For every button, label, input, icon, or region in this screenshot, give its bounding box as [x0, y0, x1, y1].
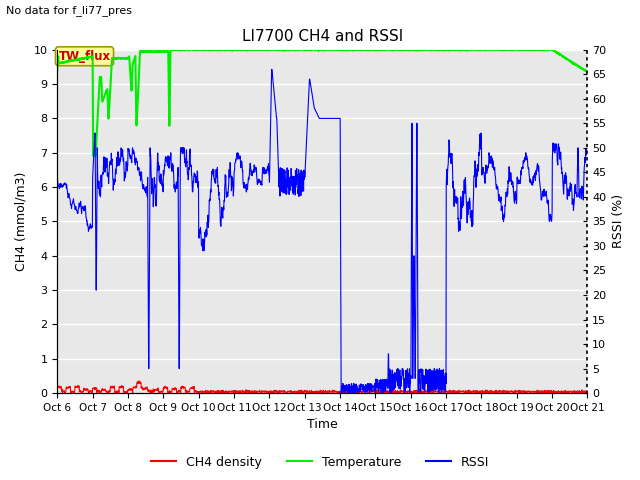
Title: LI7700 CH4 and RSSI: LI7700 CH4 and RSSI — [242, 29, 403, 44]
Text: TW_flux: TW_flux — [58, 50, 111, 63]
X-axis label: Time: Time — [307, 419, 338, 432]
Legend: CH4 density, Temperature, RSSI: CH4 density, Temperature, RSSI — [146, 451, 494, 474]
Y-axis label: RSSI (%): RSSI (%) — [612, 194, 625, 249]
Text: No data for f_li77_pres: No data for f_li77_pres — [6, 5, 132, 16]
Y-axis label: CH4 (mmol/m3): CH4 (mmol/m3) — [15, 172, 28, 271]
